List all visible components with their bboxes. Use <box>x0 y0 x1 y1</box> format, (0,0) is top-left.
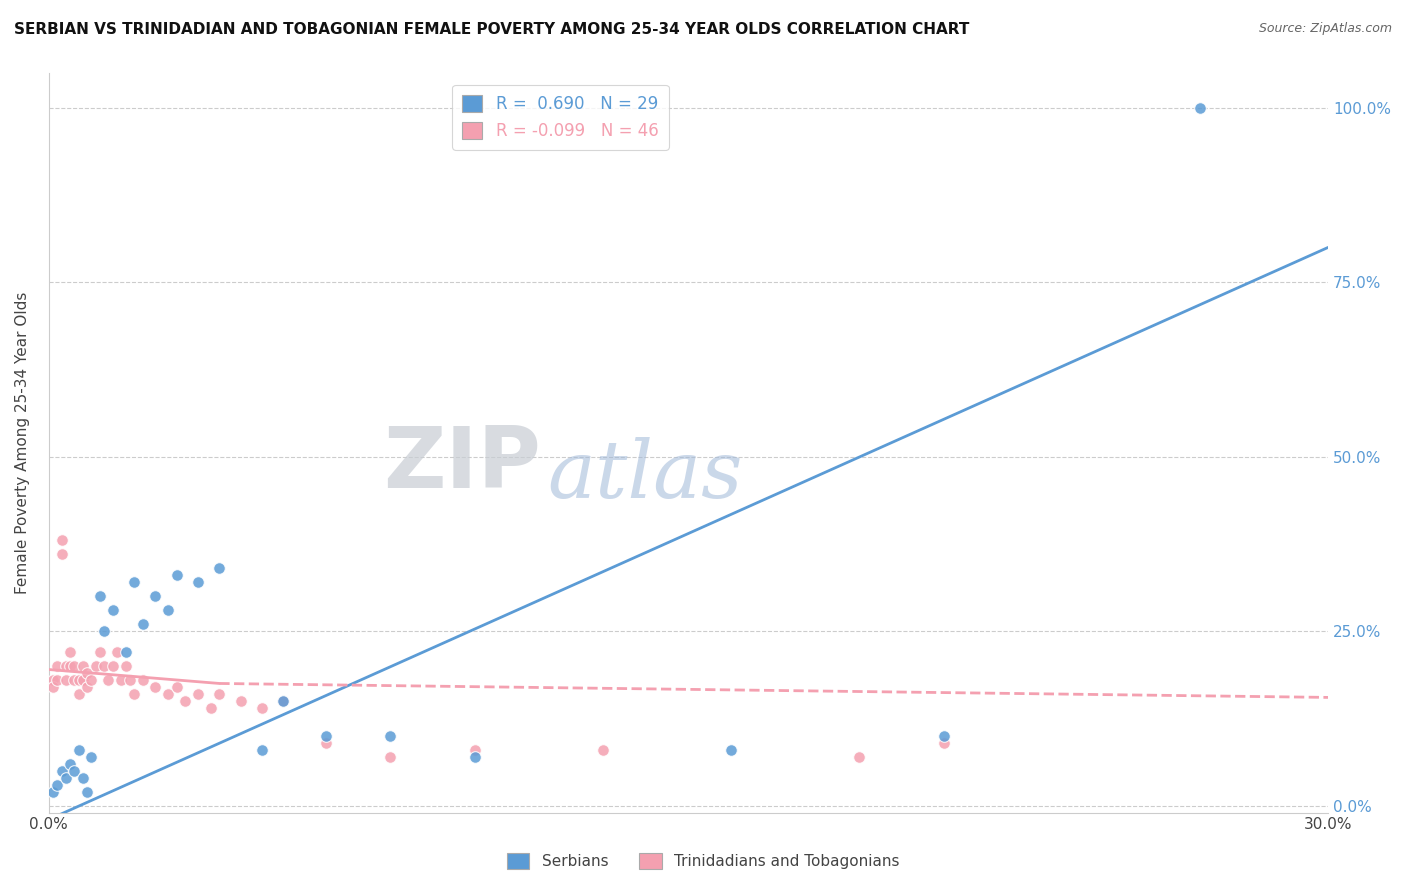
Legend: R =  0.690   N = 29, R = -0.099   N = 46: R = 0.690 N = 29, R = -0.099 N = 46 <box>453 85 668 150</box>
Point <box>63 673 86 687</box>
Point <box>1189 101 1212 115</box>
Point <box>122 575 145 590</box>
Point <box>250 701 273 715</box>
Point <box>101 659 124 673</box>
Point <box>118 673 141 687</box>
Point <box>76 784 98 798</box>
Point <box>145 680 167 694</box>
Point <box>131 617 153 632</box>
Text: Source: ZipAtlas.com: Source: ZipAtlas.com <box>1258 22 1392 36</box>
Point <box>42 673 65 687</box>
Point <box>55 659 77 673</box>
Point <box>72 673 94 687</box>
Point <box>72 771 94 785</box>
Point <box>315 736 337 750</box>
Point <box>174 694 197 708</box>
Text: ZIP: ZIP <box>384 424 541 507</box>
Point <box>114 645 136 659</box>
Point <box>315 729 337 743</box>
Point <box>67 673 90 687</box>
Point <box>89 645 111 659</box>
Point <box>59 645 82 659</box>
Point <box>250 743 273 757</box>
Point <box>46 673 69 687</box>
Point <box>63 764 86 778</box>
Point <box>187 687 209 701</box>
Point <box>122 687 145 701</box>
Text: atlas: atlas <box>548 437 744 515</box>
Point <box>378 749 401 764</box>
Point <box>157 603 180 617</box>
Legend: Serbians, Trinidadians and Tobagonians: Serbians, Trinidadians and Tobagonians <box>501 847 905 875</box>
Point <box>46 778 69 792</box>
Point <box>89 589 111 603</box>
Point <box>110 673 132 687</box>
Point <box>934 736 956 750</box>
Point <box>80 673 103 687</box>
Point <box>55 771 77 785</box>
Point <box>720 743 742 757</box>
Point <box>93 624 115 639</box>
Point <box>131 673 153 687</box>
Point <box>848 749 870 764</box>
Point <box>934 729 956 743</box>
Point <box>55 673 77 687</box>
Point <box>145 589 167 603</box>
Point <box>166 568 188 582</box>
Point <box>80 749 103 764</box>
Point <box>592 743 614 757</box>
Point <box>378 729 401 743</box>
Point <box>93 659 115 673</box>
Text: SERBIAN VS TRINIDADIAN AND TOBAGONIAN FEMALE POVERTY AMONG 25-34 YEAR OLDS CORRE: SERBIAN VS TRINIDADIAN AND TOBAGONIAN FE… <box>14 22 969 37</box>
Point <box>42 784 65 798</box>
Point <box>67 743 90 757</box>
Point <box>464 743 486 757</box>
Point <box>76 665 98 680</box>
Point <box>271 694 294 708</box>
Point <box>51 533 73 548</box>
Point <box>187 575 209 590</box>
Point <box>271 694 294 708</box>
Point <box>59 756 82 771</box>
Point <box>42 680 65 694</box>
Point <box>105 645 128 659</box>
Point <box>63 659 86 673</box>
Point <box>72 659 94 673</box>
Point <box>166 680 188 694</box>
Point <box>84 659 107 673</box>
Point <box>51 764 73 778</box>
Point <box>157 687 180 701</box>
Point <box>97 673 120 687</box>
Point <box>51 548 73 562</box>
Point <box>229 694 252 708</box>
Point <box>464 749 486 764</box>
Point <box>76 680 98 694</box>
Point <box>200 701 222 715</box>
Point <box>67 687 90 701</box>
Point <box>208 687 231 701</box>
Point <box>46 659 69 673</box>
Y-axis label: Female Poverty Among 25-34 Year Olds: Female Poverty Among 25-34 Year Olds <box>15 292 30 594</box>
Point <box>208 561 231 575</box>
Point <box>59 659 82 673</box>
Point <box>101 603 124 617</box>
Point <box>114 659 136 673</box>
